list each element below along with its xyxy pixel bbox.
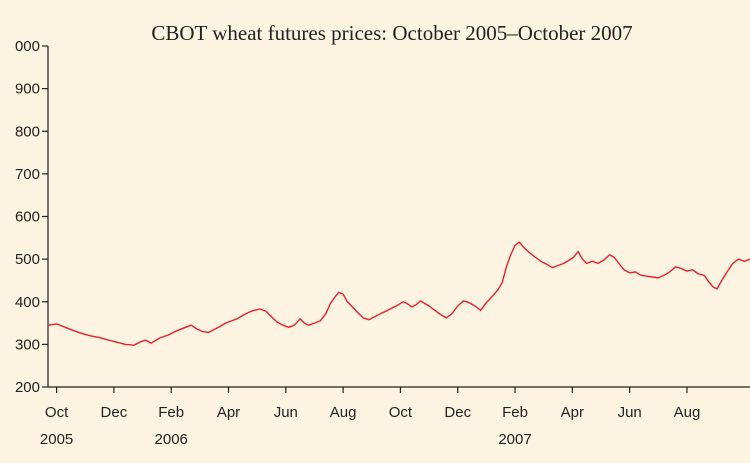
y-tick-label: 900 [15,81,40,98]
y-tick-label: 500 [15,251,40,268]
x-tick-label: Jun [618,404,642,421]
chart-title: CBOT wheat futures prices: October 2005–… [151,21,632,45]
x-tick-year-label: 2007 [498,431,531,448]
x-axis: Oct 2005 Dec Feb 2006 Apr Jun Aug Oct Dec Feb 2007 A… [40,386,750,448]
y-tick-label: 300 [15,336,40,353]
x-tick-label: Apr [561,404,584,421]
x-tick-label: Aug [330,404,357,421]
x-tick-label: Oct [389,404,413,421]
y-tick-label: 000 [15,38,40,55]
x-tick-label: Feb [158,404,184,421]
y-tick-label: 600 [15,209,40,226]
x-tick-label: Oct [45,404,69,421]
x-tick-year-label: 2005 [40,431,73,448]
y-tick-label: 800 [15,123,40,140]
y-tick-label: 200 [15,379,40,396]
x-tick-label: Dec [101,404,128,421]
x-tick-label: Aug [674,404,701,421]
x-tick-label: Jun [274,404,298,421]
series-group [47,241,750,346]
x-tick-year-label: 2006 [155,431,188,448]
x-tick-label: Feb [502,404,528,421]
y-tick-label: 700 [15,166,40,183]
x-tick-label: Apr [217,404,240,421]
y-axis: 200 300 400 500 600 700 800 900 000 [15,38,49,396]
series-line [47,241,750,346]
x-tick-label: Dec [444,404,471,421]
y-tick-label: 400 [15,294,40,311]
